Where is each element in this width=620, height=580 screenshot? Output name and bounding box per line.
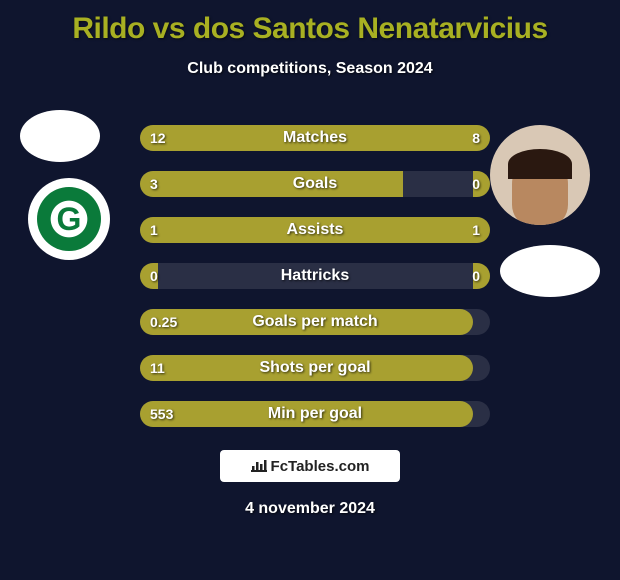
hair-icon [508,149,572,179]
stat-label: Goals [140,171,490,197]
player-right-club-badge [500,245,600,297]
player-right-photo [490,125,590,225]
page-title: Rildo vs dos Santos Nenatarvicius [0,0,620,46]
stat-row: 0.25Goals per match [140,309,490,335]
stat-row: 553Min per goal [140,401,490,427]
player-left-photo [20,110,100,162]
badge-letter: G [37,187,101,251]
subtitle: Club competitions, Season 2024 [0,60,620,78]
stat-row: 11Assists [140,217,490,243]
footer-logo-text: FcTables.com [271,458,370,475]
stat-label: Hattricks [140,263,490,289]
stat-label: Assists [140,217,490,243]
player-left-club-badge: G [28,178,110,260]
stat-row: 00Hattricks [140,263,490,289]
stat-label: Matches [140,125,490,151]
stat-label: Goals per match [140,309,490,335]
stat-row: 11Shots per goal [140,355,490,381]
face-icon [512,157,568,225]
stat-row: 128Matches [140,125,490,151]
stat-label: Min per goal [140,401,490,427]
footer-date: 4 november 2024 [0,500,620,518]
footer-logo[interactable]: FcTables.com [220,450,400,482]
stats-bars: 128Matches 30Goals 11Assists 00Hattricks 0.2… [140,125,490,447]
chart-icon [251,458,267,475]
stat-row: 30Goals [140,171,490,197]
stat-label: Shots per goal [140,355,490,381]
